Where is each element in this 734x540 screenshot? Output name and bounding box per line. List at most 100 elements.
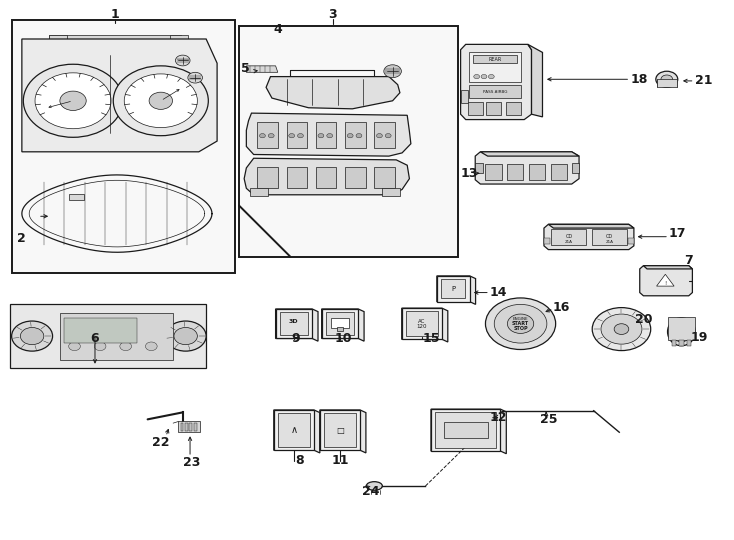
Circle shape xyxy=(12,321,53,351)
Text: 17: 17 xyxy=(669,227,686,240)
Circle shape xyxy=(614,323,629,334)
Ellipse shape xyxy=(672,322,691,342)
Bar xyxy=(475,163,482,173)
Text: 9: 9 xyxy=(291,332,299,345)
Bar xyxy=(316,122,336,147)
Circle shape xyxy=(318,133,324,138)
Polygon shape xyxy=(275,309,318,341)
Circle shape xyxy=(288,133,294,138)
Bar xyxy=(49,35,181,44)
Circle shape xyxy=(494,305,547,343)
Bar xyxy=(316,167,336,188)
Bar xyxy=(250,188,269,196)
Circle shape xyxy=(35,73,111,129)
Bar xyxy=(345,167,366,188)
Bar xyxy=(286,122,307,147)
Bar xyxy=(10,305,206,368)
Bar xyxy=(437,276,470,302)
Text: 19: 19 xyxy=(691,330,708,343)
Bar xyxy=(469,85,520,98)
Bar xyxy=(258,122,277,147)
Polygon shape xyxy=(480,152,579,156)
Bar xyxy=(326,312,354,335)
Text: 14: 14 xyxy=(490,286,507,299)
Circle shape xyxy=(188,72,203,83)
Circle shape xyxy=(488,75,494,79)
Circle shape xyxy=(485,298,556,349)
Bar xyxy=(189,423,192,431)
Bar xyxy=(544,238,550,244)
Text: 20: 20 xyxy=(635,313,652,326)
Bar xyxy=(507,164,523,180)
Polygon shape xyxy=(544,224,634,249)
Text: 23: 23 xyxy=(183,456,200,469)
Text: 6: 6 xyxy=(91,332,99,345)
Bar xyxy=(70,194,84,200)
Bar xyxy=(551,164,567,180)
Bar xyxy=(506,102,520,115)
Bar xyxy=(345,122,366,147)
Text: 21A: 21A xyxy=(565,240,573,244)
Text: 15: 15 xyxy=(423,332,440,345)
Text: 8: 8 xyxy=(295,454,304,467)
Bar xyxy=(194,423,197,431)
Bar xyxy=(668,318,694,340)
Text: 3: 3 xyxy=(328,8,337,21)
Circle shape xyxy=(69,342,80,350)
Circle shape xyxy=(347,133,353,138)
Circle shape xyxy=(385,133,391,138)
Text: 18: 18 xyxy=(631,73,647,86)
Bar xyxy=(320,410,360,450)
Bar xyxy=(444,422,487,438)
Bar xyxy=(551,228,586,245)
Bar xyxy=(337,327,343,330)
Circle shape xyxy=(661,75,672,84)
Bar xyxy=(679,340,683,346)
Bar xyxy=(473,55,517,63)
Text: 22: 22 xyxy=(152,436,170,449)
Polygon shape xyxy=(431,409,506,454)
Polygon shape xyxy=(247,113,411,156)
Bar xyxy=(441,279,465,299)
Text: 10: 10 xyxy=(335,332,352,345)
Circle shape xyxy=(269,133,274,138)
Text: CD: CD xyxy=(606,234,614,239)
Bar xyxy=(672,340,676,346)
Circle shape xyxy=(384,65,401,78)
Bar xyxy=(275,309,312,339)
Circle shape xyxy=(165,321,206,351)
Circle shape xyxy=(60,91,86,111)
Circle shape xyxy=(601,314,642,344)
Polygon shape xyxy=(640,266,692,296)
Polygon shape xyxy=(321,309,364,341)
Text: !: ! xyxy=(664,281,666,286)
Polygon shape xyxy=(401,308,448,342)
Text: 2: 2 xyxy=(18,232,26,245)
Polygon shape xyxy=(320,410,366,453)
Bar xyxy=(321,309,358,339)
Circle shape xyxy=(21,327,44,345)
Circle shape xyxy=(297,133,303,138)
Circle shape xyxy=(656,71,677,87)
Bar xyxy=(324,413,356,447)
Bar xyxy=(382,188,400,196)
Circle shape xyxy=(481,75,487,79)
Polygon shape xyxy=(22,39,217,152)
Text: 16: 16 xyxy=(552,301,570,314)
Circle shape xyxy=(94,342,106,350)
Bar xyxy=(239,25,459,256)
Bar xyxy=(111,96,148,117)
Text: REAR: REAR xyxy=(488,57,501,62)
Circle shape xyxy=(145,342,157,350)
Bar xyxy=(280,312,308,335)
Polygon shape xyxy=(437,276,476,305)
Polygon shape xyxy=(548,224,634,228)
Circle shape xyxy=(356,133,362,138)
Text: ENGINE: ENGINE xyxy=(513,318,528,321)
Bar xyxy=(331,319,349,328)
Bar xyxy=(374,167,395,188)
Polygon shape xyxy=(461,44,531,119)
Bar xyxy=(286,167,307,188)
Text: 13: 13 xyxy=(461,167,478,180)
Text: 25: 25 xyxy=(539,413,557,426)
